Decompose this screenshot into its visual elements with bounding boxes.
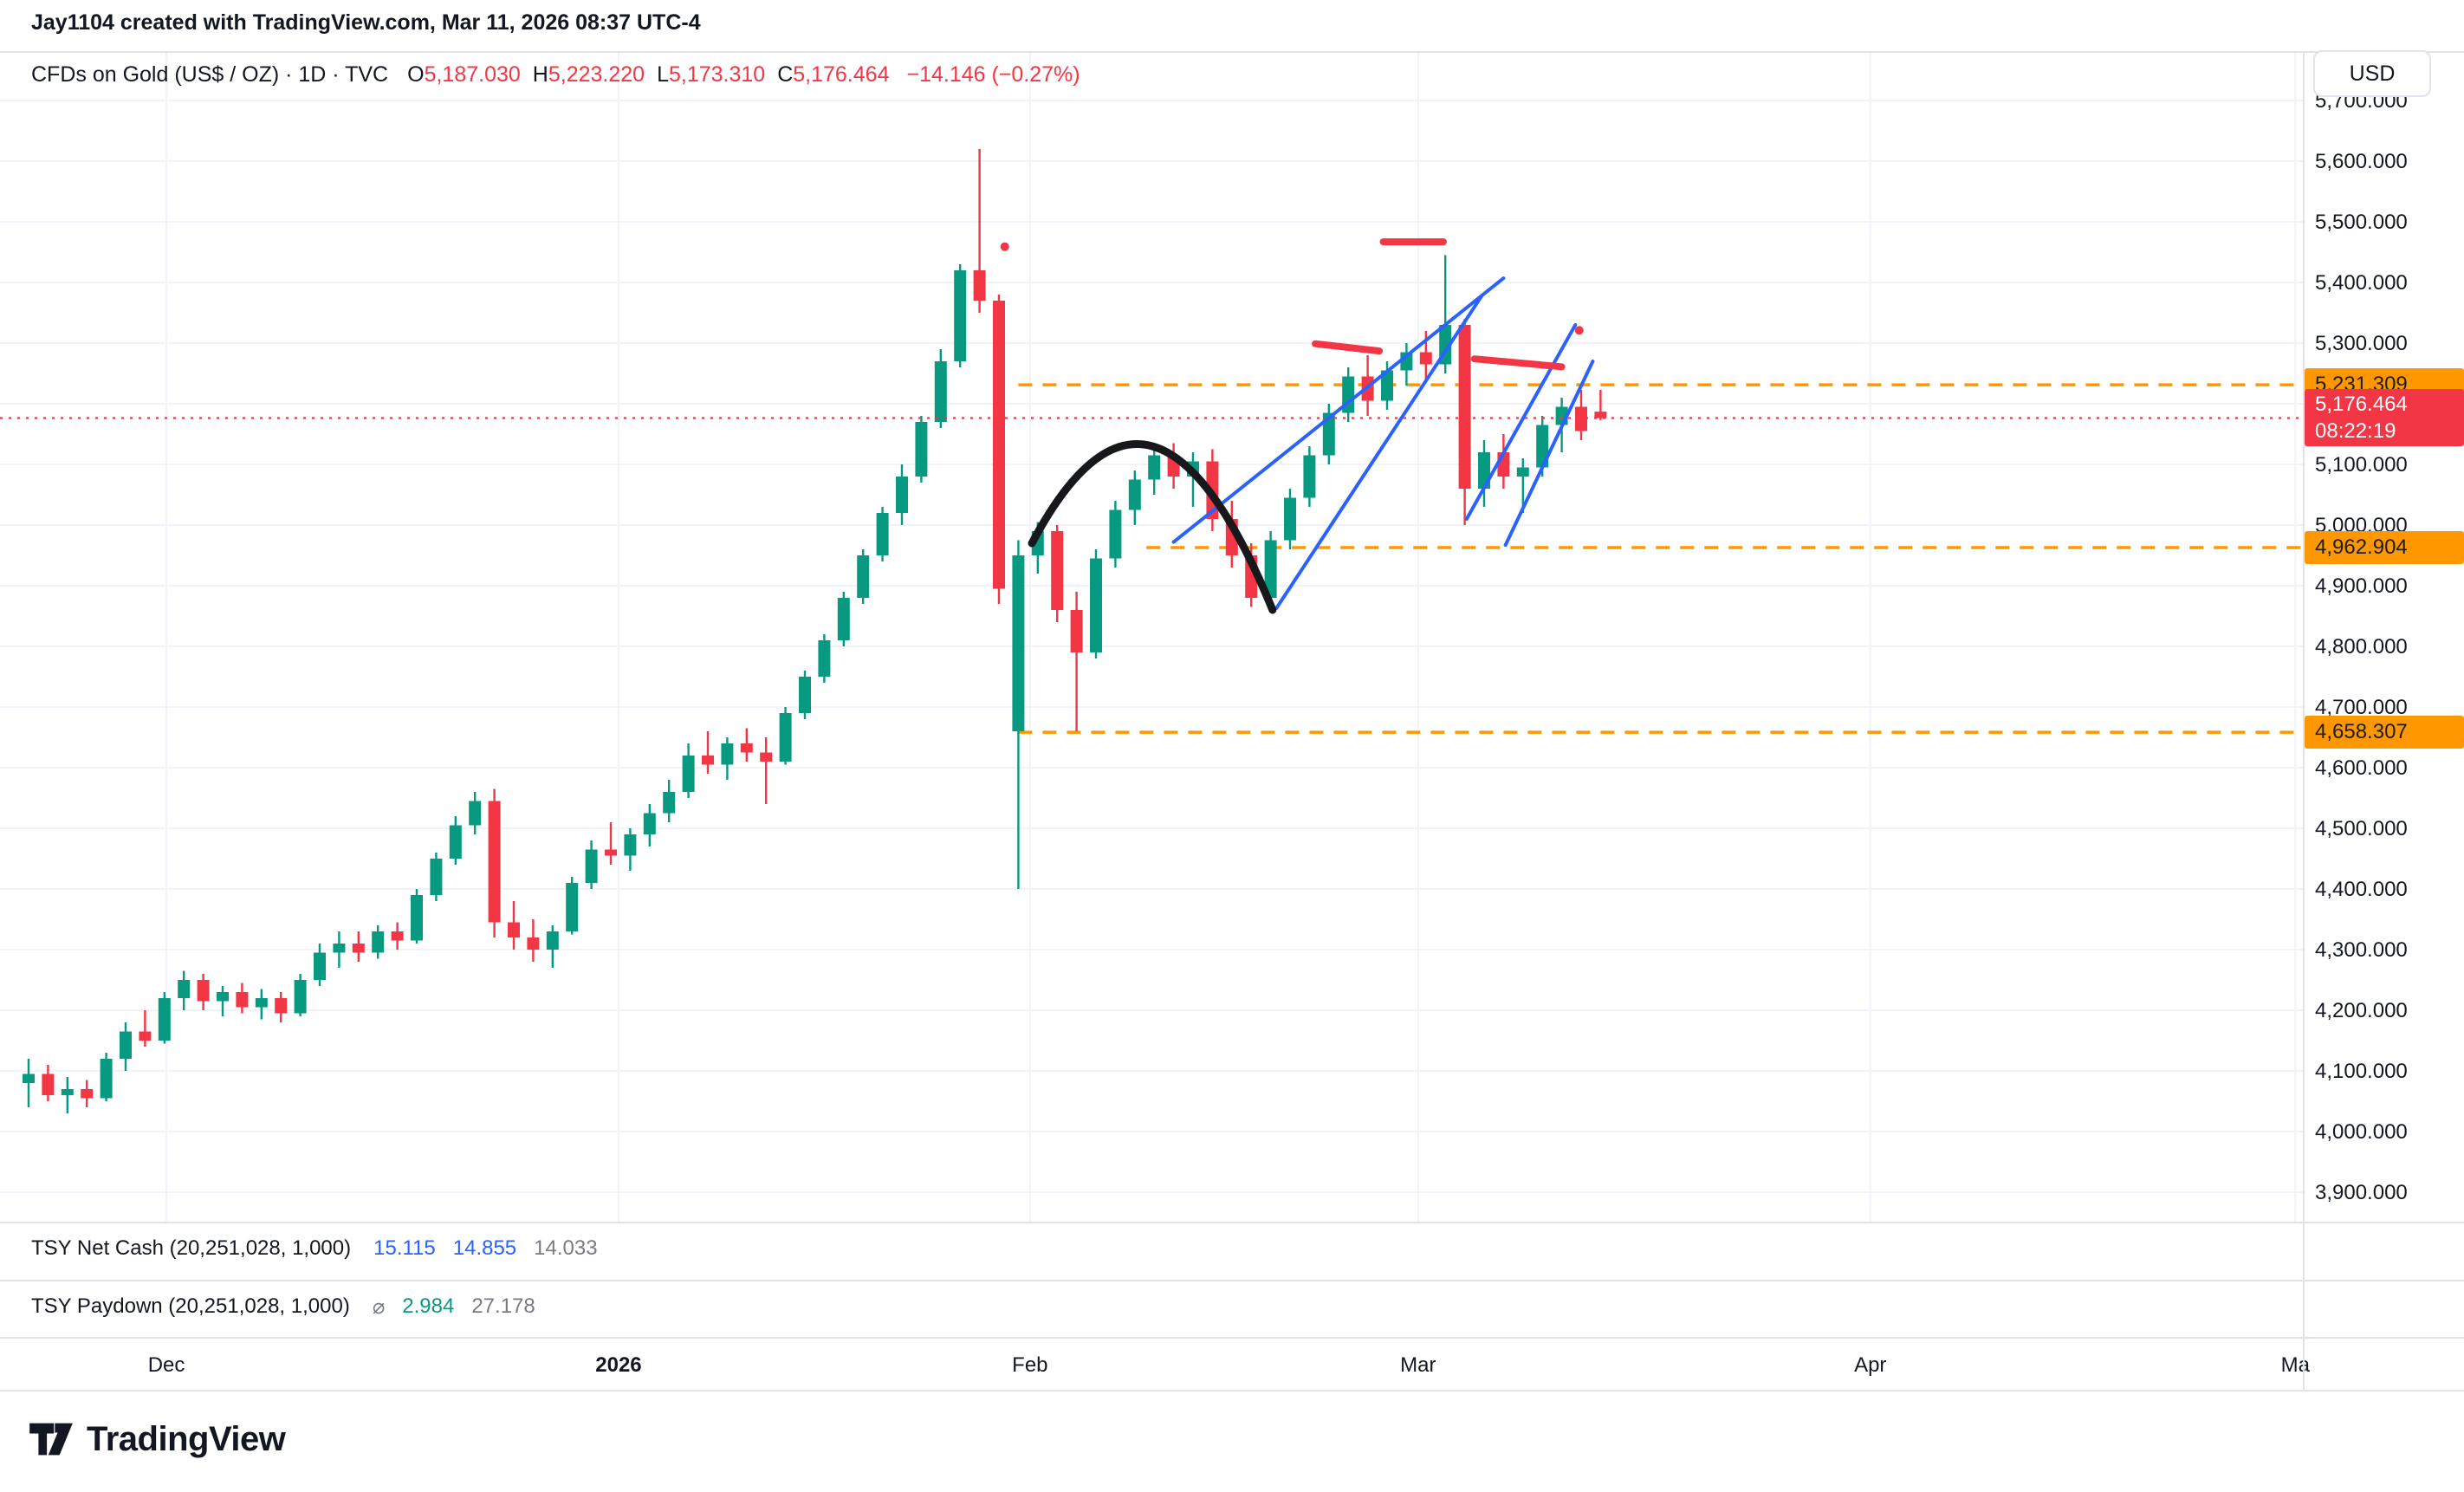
price-level-tag-3[interactable]: 4,658.307 bbox=[2305, 716, 2464, 749]
currency-button[interactable]: USD bbox=[2313, 50, 2431, 97]
current-price-tag: 5,176.464 08:22:19 bbox=[2305, 389, 2464, 447]
svg-text:Dec: Dec bbox=[148, 1353, 185, 1377]
time-axis-labels[interactable]: Dec 2026 Feb Mar Apr Ma bbox=[148, 1353, 2311, 1377]
svg-text:5,600.000: 5,600.000 bbox=[2315, 150, 2408, 173]
price-axis-labels[interactable]: 5,700.0005,600.0005,500.0005,400.0005,30… bbox=[2315, 89, 2408, 1204]
svg-text:Mar: Mar bbox=[1400, 1353, 1436, 1377]
svg-text:3,900.000: 3,900.000 bbox=[2315, 1181, 2408, 1204]
svg-text:5,400.000: 5,400.000 bbox=[2315, 271, 2408, 295]
ohlc-close: C5,176.464 bbox=[777, 62, 889, 88]
low-label: L bbox=[657, 62, 669, 87]
svg-text:Ma: Ma bbox=[2281, 1353, 2311, 1377]
grid bbox=[0, 52, 2304, 1223]
indicator-value: ⌀ bbox=[372, 1294, 386, 1319]
svg-text:4,200.000: 4,200.000 bbox=[2315, 999, 2408, 1022]
tradingview-mark-icon bbox=[29, 1423, 73, 1456]
price-level-tag-2[interactable]: 4,962.904 bbox=[2305, 530, 2464, 564]
current-price-value: 5,176.464 bbox=[2315, 392, 2408, 417]
pane-separators bbox=[0, 51, 2464, 1391]
indicator-value: 14.033 bbox=[534, 1236, 598, 1260]
svg-text:5,300.000: 5,300.000 bbox=[2315, 332, 2408, 355]
svg-text:Apr: Apr bbox=[1854, 1353, 1886, 1377]
symbol-title[interactable]: CFDs on Gold (US$ / OZ) · 1D · TVC bbox=[31, 62, 389, 87]
bar-countdown: 08:22:19 bbox=[2315, 419, 2396, 444]
svg-text:4,600.000: 4,600.000 bbox=[2315, 756, 2408, 780]
close-value: 5,176.464 bbox=[793, 62, 890, 87]
svg-text:4,700.000: 4,700.000 bbox=[2315, 696, 2408, 719]
attribution-text: Jay1104 created with TradingView.com, Ma… bbox=[31, 10, 701, 35]
indicator-value: 14.855 bbox=[452, 1236, 517, 1260]
svg-text:5,500.000: 5,500.000 bbox=[2315, 211, 2408, 234]
ohlc-high: H5,223.220 bbox=[533, 62, 645, 88]
svg-text:Feb: Feb bbox=[1012, 1353, 1047, 1377]
close-label: C bbox=[777, 62, 794, 87]
svg-text:2026: 2026 bbox=[595, 1353, 641, 1377]
indicator-value: 27.178 bbox=[471, 1294, 535, 1318]
svg-text:5,100.000: 5,100.000 bbox=[2315, 453, 2408, 477]
high-value: 5,223.220 bbox=[548, 62, 645, 87]
indicator-row-tsy-net-cash: TSY Net Cash (20,251,028, 1,000) 15.115 … bbox=[31, 1225, 615, 1272]
price-level-lines[interactable] bbox=[1018, 383, 2304, 734]
change-value: −14.146 (−0.27%) bbox=[906, 62, 1080, 87]
indicator-value: 15.115 bbox=[373, 1236, 436, 1260]
svg-text:4,900.000: 4,900.000 bbox=[2315, 574, 2408, 598]
indicator-row-tsy-paydown: TSY Paydown (20,251,028, 1,000) ⌀ 2.984 … bbox=[31, 1283, 553, 1330]
tradingview-logo[interactable]: TradingView bbox=[28, 1414, 286, 1464]
open-value: 5,187.030 bbox=[424, 62, 521, 87]
high-label: H bbox=[532, 62, 548, 87]
tradingview-wordmark: TradingView bbox=[87, 1419, 286, 1458]
svg-text:4,000.000: 4,000.000 bbox=[2315, 1120, 2408, 1144]
symbol-legend: CFDs on Gold (US$ / OZ) · 1D · TVC O5,18… bbox=[31, 62, 1080, 88]
open-label: O bbox=[407, 62, 425, 87]
indicator-name[interactable]: TSY Net Cash (20,251,028, 1,000) bbox=[31, 1236, 352, 1260]
low-value: 5,173.310 bbox=[668, 62, 766, 87]
chart-drawings[interactable] bbox=[1000, 238, 1595, 614]
indicator-name[interactable]: TSY Paydown (20,251,028, 1,000) bbox=[31, 1294, 350, 1318]
svg-text:4,400.000: 4,400.000 bbox=[2315, 878, 2408, 901]
svg-text:4,500.000: 4,500.000 bbox=[2315, 817, 2408, 840]
ohlc-low: L5,173.310 bbox=[657, 62, 765, 88]
svg-text:4,800.000: 4,800.000 bbox=[2315, 635, 2408, 658]
ohlc-open: O5,187.030 bbox=[407, 62, 521, 88]
svg-text:4,100.000: 4,100.000 bbox=[2315, 1060, 2408, 1083]
candles bbox=[23, 149, 1607, 1113]
indicator-value: 2.984 bbox=[402, 1294, 455, 1318]
svg-text:4,300.000: 4,300.000 bbox=[2315, 938, 2408, 962]
